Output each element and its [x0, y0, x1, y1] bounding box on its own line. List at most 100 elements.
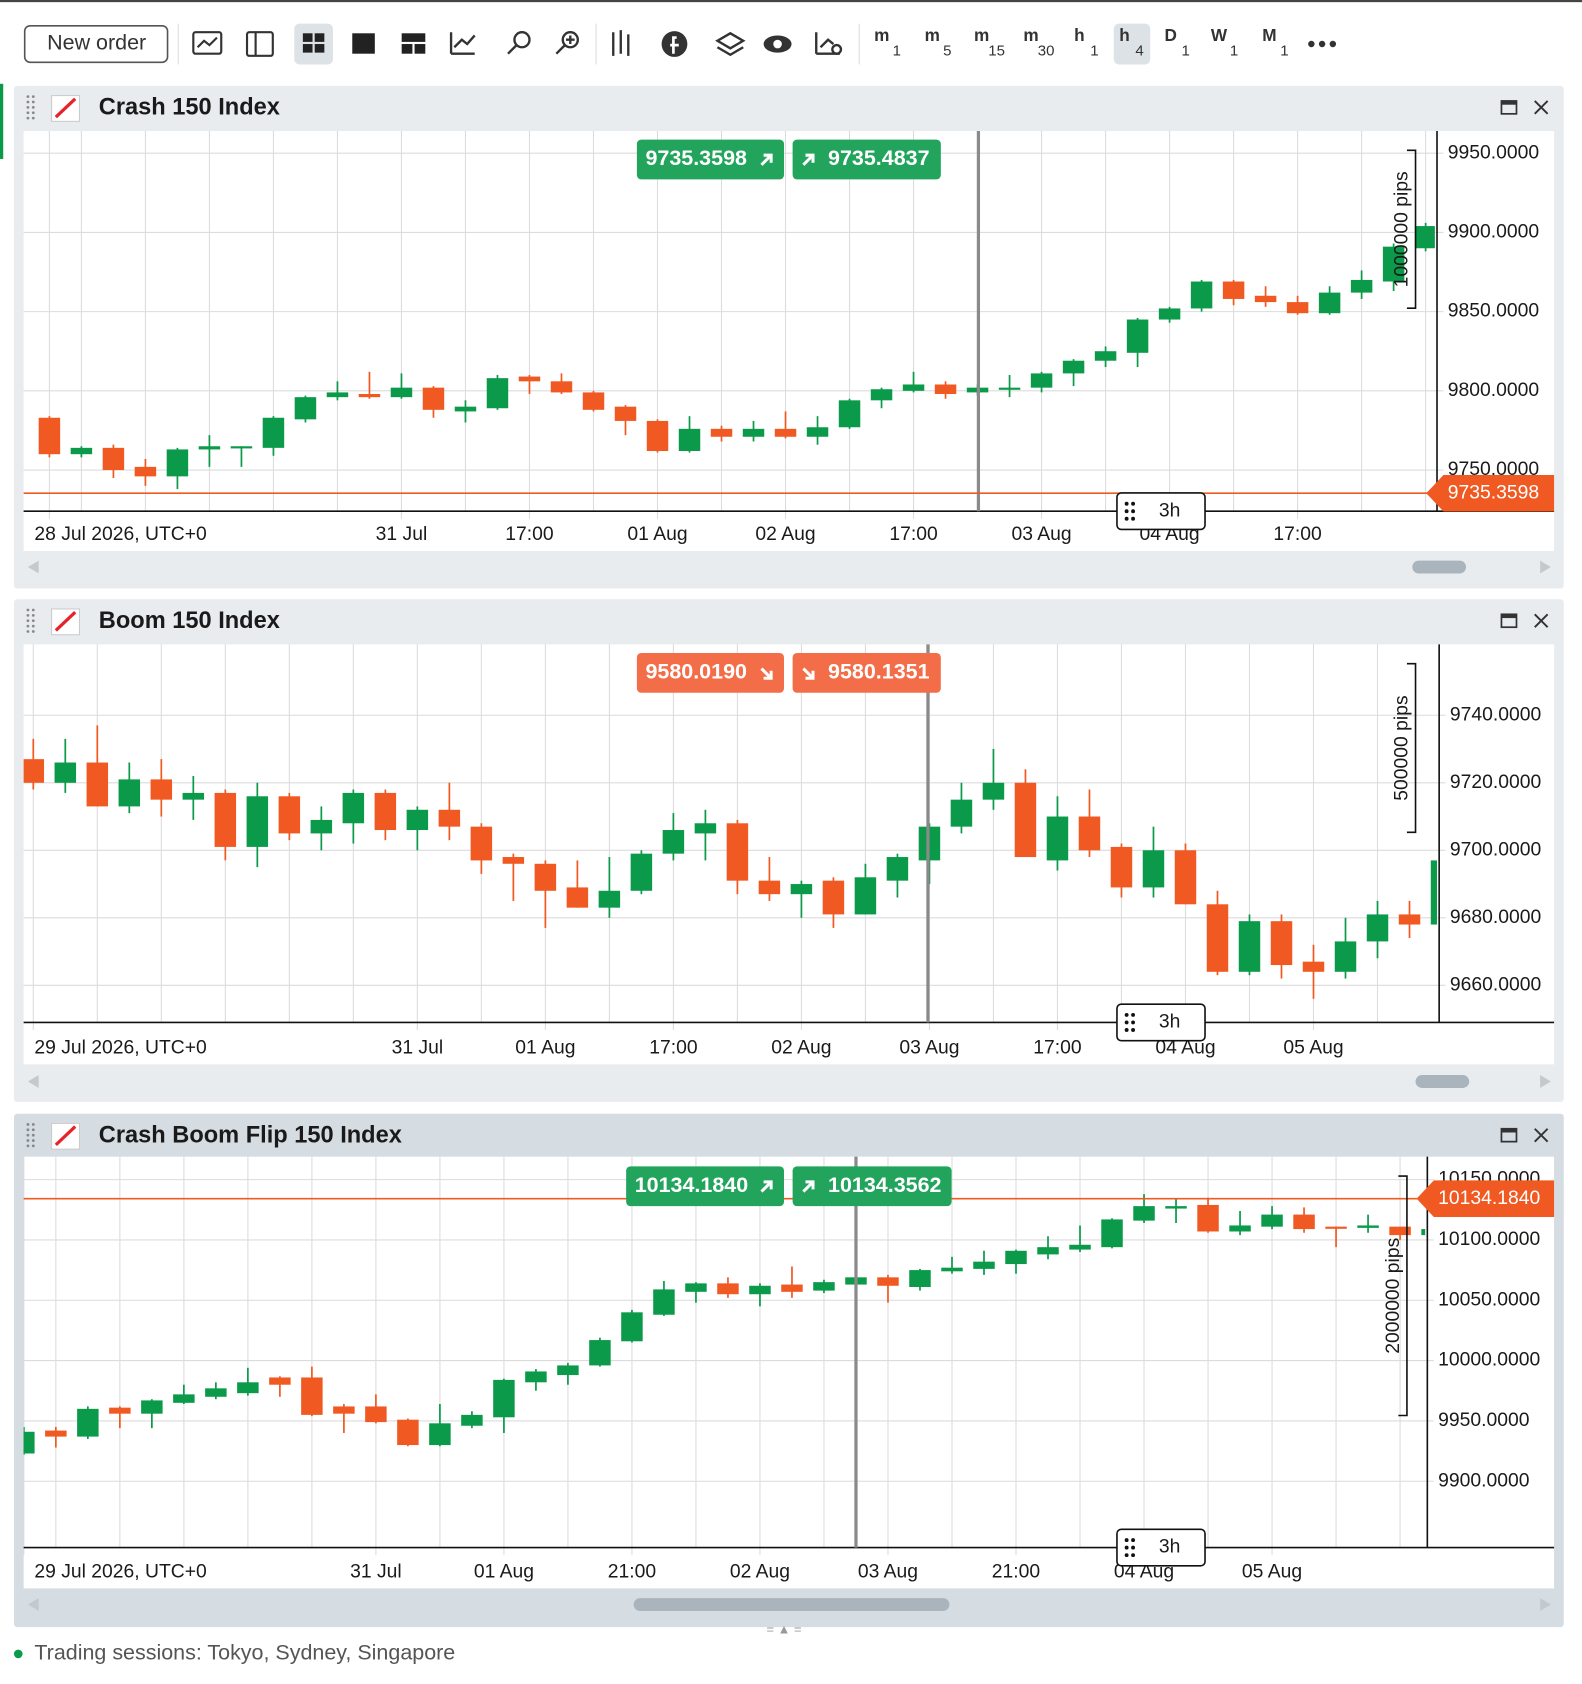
timeframe-count: 4	[1135, 43, 1143, 60]
ask-tag[interactable]	[792, 1166, 952, 1207]
candle-body	[102, 447, 125, 471]
candles-icon[interactable]	[612, 30, 630, 56]
candle-body	[646, 420, 669, 452]
timeframe-unit[interactable]: m	[925, 25, 940, 45]
drag-dot	[26, 100, 30, 104]
y-tick-label: 9750.0000	[1448, 459, 1539, 480]
top-border	[0, 0, 1582, 3]
layers-icon[interactable]	[715, 31, 746, 57]
candle-body	[1133, 1206, 1155, 1221]
scroll-left[interactable]	[27, 560, 39, 574]
candle-body	[45, 1430, 67, 1437]
bid-tag[interactable]	[636, 652, 785, 693]
scroll-thumb[interactable]	[633, 1598, 950, 1611]
timeframe-unit[interactable]: D	[1164, 25, 1176, 45]
timeframe-count: 1	[1182, 43, 1190, 60]
bid-tag[interactable]	[626, 1166, 785, 1207]
status-text: Trading sessions: Tokyo, Sydney, Singapo…	[34, 1641, 455, 1665]
drag-dot	[26, 608, 30, 612]
scroll-left[interactable]	[27, 1075, 39, 1088]
candle-body	[486, 378, 509, 409]
y-tick-label: 9950.0000	[1438, 1410, 1529, 1431]
close-button[interactable]	[1534, 100, 1549, 115]
more-dot[interactable]	[1308, 40, 1315, 48]
scroll-right[interactable]	[1540, 560, 1551, 574]
candle-body	[758, 880, 781, 895]
grip-dot	[1124, 1028, 1129, 1032]
candle-body	[166, 449, 189, 477]
timeframe-unit[interactable]: m	[974, 25, 989, 45]
drag-dot	[31, 630, 35, 633]
maximize-button[interactable]	[1500, 100, 1518, 115]
scroll-left[interactable]	[27, 1598, 39, 1611]
rows-layout-icon[interactable]	[401, 33, 426, 42]
candle-body	[246, 796, 269, 847]
layout-icon[interactable]	[245, 31, 274, 57]
drag-dot	[31, 608, 35, 612]
timeframe-count: 1	[1230, 43, 1238, 60]
indicator-icon[interactable]	[449, 32, 476, 55]
candle-body	[422, 387, 445, 410]
x-tick-label: 29 Jul 2026, UTC+0	[34, 1561, 206, 1582]
candle-body	[790, 884, 813, 895]
candle-body	[518, 376, 541, 382]
candle-body	[630, 853, 653, 891]
candle-body	[365, 1406, 387, 1423]
chart-panel: Crash 150 Index 28 Jul 2026, UTC+0 31 Jul 1…	[13, 85, 1564, 589]
candle-body	[141, 1400, 163, 1414]
candle-body	[1254, 295, 1277, 303]
grip-dot	[1124, 509, 1129, 514]
chart-icon[interactable]	[192, 31, 223, 55]
timeframe-unit[interactable]: m	[874, 25, 889, 45]
grid-icon[interactable]	[302, 33, 313, 42]
scroll-thumb[interactable]	[1412, 560, 1467, 574]
timeframe-unit[interactable]: M	[1262, 25, 1276, 45]
maximize-button[interactable]	[1500, 1127, 1518, 1143]
timeframe-unit[interactable]: W	[1211, 25, 1228, 45]
scroll-right[interactable]	[1540, 1598, 1551, 1611]
zoom-out-icon[interactable]	[513, 31, 531, 49]
candle-body	[614, 406, 637, 421]
drag-dot	[26, 619, 30, 623]
candle-body	[326, 392, 349, 398]
interval-box[interactable]	[1116, 1528, 1206, 1567]
candle-body	[1158, 308, 1181, 320]
chart-panel: Crash Boom Flip 150 Index 29 Jul 2026, UT…	[13, 1113, 1564, 1628]
new-order-button[interactable]	[23, 24, 169, 64]
zoom-in-icon[interactable]	[561, 31, 579, 49]
candle-body	[525, 1371, 547, 1383]
candle-body	[902, 384, 925, 391]
ask-tag[interactable]	[792, 652, 941, 693]
interval-box[interactable]	[1116, 492, 1206, 531]
maximize-button[interactable]	[1500, 613, 1518, 629]
timeframe-unit[interactable]: h	[1119, 25, 1130, 45]
y-tick-label: 9900.0000	[1448, 222, 1539, 243]
x-tick-label: 17:00	[1273, 524, 1321, 545]
ask-label: 10134.3562	[828, 1173, 941, 1197]
scroll-thumb[interactable]	[1415, 1075, 1470, 1088]
grip-dot	[1131, 1553, 1136, 1558]
eye-pupil	[773, 39, 782, 49]
timeframe-unit[interactable]: h	[1074, 25, 1085, 45]
close-button[interactable]	[1534, 613, 1549, 628]
candle-body	[941, 1267, 963, 1272]
candle-body	[1350, 279, 1373, 293]
scroll-right[interactable]	[1540, 1075, 1551, 1088]
ask-tag[interactable]	[792, 139, 941, 180]
close-button[interactable]	[1534, 1128, 1549, 1143]
price-tag-label: 9735.3598	[1448, 482, 1539, 503]
single-layout-icon[interactable]	[352, 33, 375, 54]
timeframe-unit[interactable]: m	[1023, 25, 1038, 45]
interval-box[interactable]	[1116, 1003, 1206, 1042]
x-tick-label: 02 Aug	[755, 524, 815, 545]
more-dot	[1329, 40, 1337, 48]
symbol-icon-slash	[54, 610, 77, 632]
candle-body	[358, 393, 381, 398]
candle-body	[774, 428, 797, 437]
range-label: 500000 pips	[1392, 695, 1413, 800]
bid-tag[interactable]	[636, 139, 785, 180]
candle-body	[1062, 360, 1085, 374]
candle-body	[310, 819, 333, 834]
resize-handle[interactable]: = ▲ =	[767, 1622, 802, 1637]
